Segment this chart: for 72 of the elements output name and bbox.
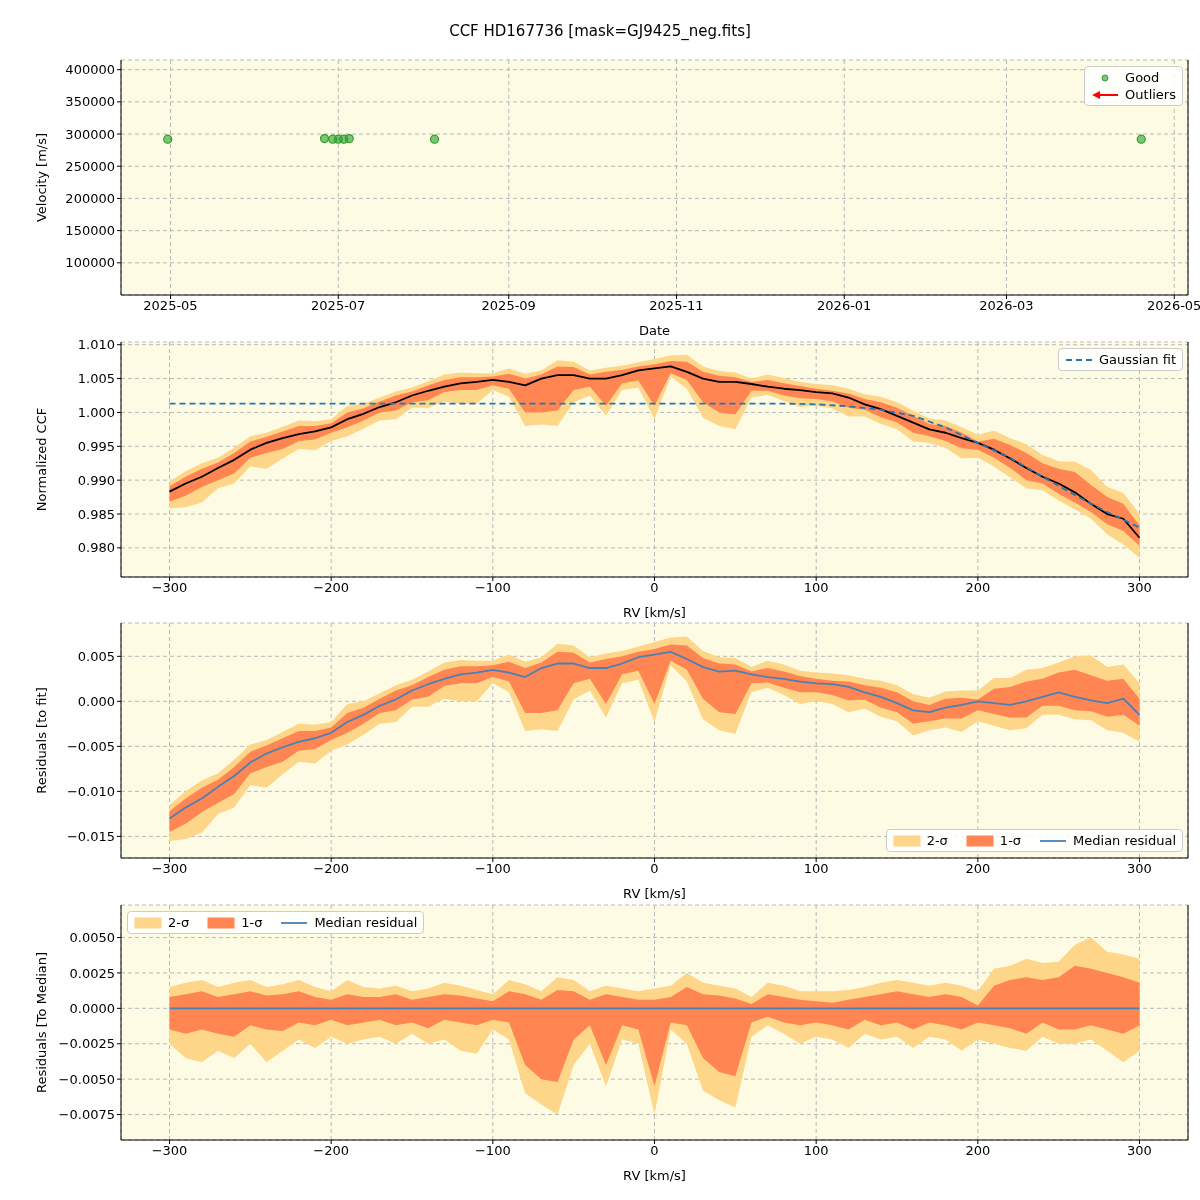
x-tick-label: −100 [474, 861, 511, 877]
y-tick-label: 200000 [65, 191, 115, 207]
x-axis-title: Date [638, 323, 671, 338]
legend-label: 1-σ [999, 833, 1022, 848]
x-tick-label: −300 [151, 580, 188, 596]
x-tick-label: 2026-05 [1147, 298, 1200, 314]
x-tick-label: 200 [965, 580, 991, 596]
x-tick-label: 0 [650, 1143, 659, 1159]
line-series [168, 402, 1141, 529]
y-tick-label: 0.0050 [69, 930, 115, 946]
y-tick-label: 0.000 [77, 693, 115, 709]
legend-label: 2-σ [926, 833, 948, 848]
x-axis-title: RV [km/s] [623, 1168, 686, 1183]
x-tick-label: 0 [650, 580, 659, 596]
legend-label: Median residual [314, 915, 418, 930]
y-axis-title: Residuals [To Median] [33, 951, 49, 1094]
y-tick-label: 0.980 [77, 540, 115, 556]
legend-label: Outliers [1125, 87, 1176, 102]
y-tick-label: 400000 [65, 62, 115, 78]
y-tick-label: 250000 [65, 158, 115, 174]
x-tick-label: 100 [803, 580, 829, 596]
y-tick-label: 0.990 [77, 472, 115, 488]
y-axis-title: Velocity [m/s] [33, 132, 49, 223]
x-tick-label: 300 [1127, 580, 1152, 596]
x-tick-label: 100 [803, 1143, 829, 1159]
x-tick-label: −200 [313, 580, 350, 596]
y-tick-label: 150000 [65, 223, 115, 239]
x-tick-label: −200 [313, 1143, 350, 1159]
x-tick-label: 0 [650, 861, 659, 877]
legend-label: Good [1125, 70, 1160, 85]
y-tick-label: 0.995 [77, 438, 115, 454]
x-tick-label: 200 [965, 861, 991, 877]
x-tick-label: −300 [151, 861, 188, 877]
y-tick-label: 100000 [65, 255, 115, 271]
y-tick-label: 300000 [65, 126, 115, 142]
y-axis-title: Normalized CCF [33, 407, 49, 512]
y-tick-label: −0.005 [66, 738, 115, 754]
x-axis-title: RV [km/s] [623, 605, 686, 620]
y-tick-label: 1.010 [77, 337, 115, 353]
y-tick-label: 0.0000 [69, 1000, 115, 1016]
y-tick-label: 0.005 [77, 648, 115, 664]
x-tick-label: −100 [474, 580, 511, 596]
y-tick-label: 1.005 [77, 371, 115, 387]
x-tick-label: 300 [1127, 1143, 1152, 1159]
y-tick-label: −0.015 [66, 829, 115, 845]
x-tick-label: 2025-09 [481, 298, 536, 314]
x-tick-label: 2026-01 [817, 298, 872, 314]
x-tick-label: −200 [313, 861, 350, 877]
legend-label: 2-σ [168, 915, 190, 930]
y-tick-label: −0.0075 [58, 1107, 115, 1123]
y-tick-label: −0.010 [66, 783, 115, 799]
x-tick-label: 2025-07 [311, 298, 366, 314]
legend-label: Gaussian fit [1098, 352, 1176, 367]
y-tick-label: 0.985 [77, 506, 115, 522]
y-tick-label: −0.0050 [58, 1071, 115, 1087]
x-tick-label: 100 [803, 861, 829, 877]
x-tick-label: 2025-05 [143, 298, 198, 314]
x-tick-label: 200 [965, 1143, 991, 1159]
y-axis-title: Residuals [to fit] [33, 687, 49, 794]
x-tick-label: 300 [1127, 861, 1152, 877]
x-tick-label: −100 [474, 1143, 511, 1159]
chart-title: CCF HD167736 [mask=GJ9425_neg.fits] [448, 22, 752, 40]
y-tick-label: 350000 [65, 94, 115, 110]
legend-label: 1-σ [241, 915, 263, 930]
x-tick-label: −300 [151, 1143, 188, 1159]
x-tick-label: 2025-11 [649, 298, 704, 314]
x-axis-title: RV [km/s] [623, 886, 686, 901]
y-tick-label: 0.0025 [69, 965, 115, 981]
y-tick-label: 1.000 [77, 405, 115, 421]
y-tick-label: −0.0025 [58, 1036, 115, 1052]
x-tick-label: 2026-03 [979, 298, 1034, 314]
legend-label: Median residual [1073, 833, 1176, 848]
